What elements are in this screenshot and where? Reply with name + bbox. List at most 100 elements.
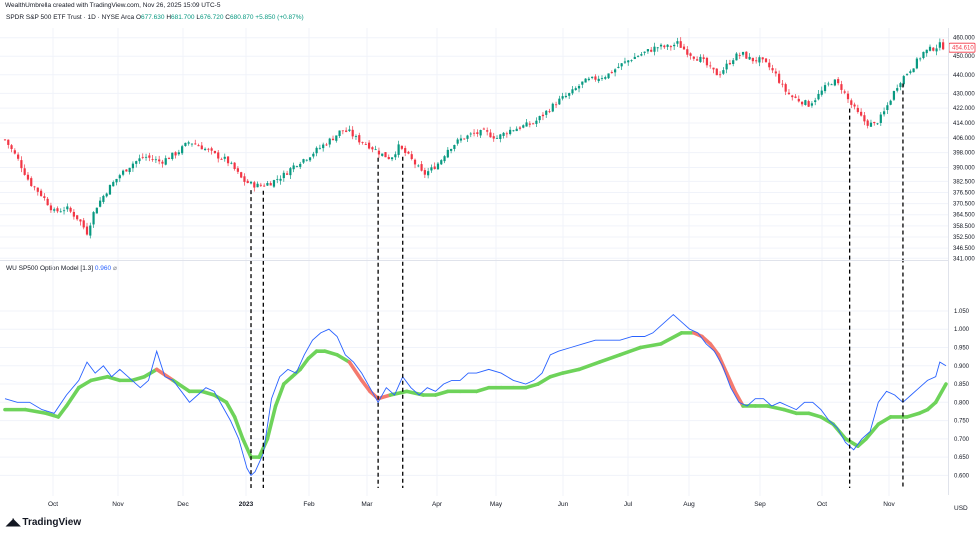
currency-label: USD (954, 505, 968, 512)
symbol-title[interactable]: SPDR S&P 500 ETF Trust · 1D · NYSE Arca (6, 14, 135, 21)
indicator-tick-label: 0.950 (954, 346, 970, 352)
candle-body (584, 78, 587, 83)
smoothed-line-segment (474, 385, 491, 394)
candle-body (371, 147, 374, 150)
candle-body (56, 208, 59, 212)
candle-body (374, 149, 377, 151)
grid (0, 28, 948, 496)
candle-body (223, 156, 226, 159)
smoothed-line-segment (232, 415, 245, 441)
candle-body (650, 49, 653, 52)
symbol-legend[interactable]: SPDR S&P 500 ETF Trust · 1D · NYSE Arca … (6, 14, 304, 21)
candle-body (499, 134, 502, 139)
smoothed-line-segment (765, 404, 786, 412)
candle-body (823, 85, 827, 92)
candle-body (896, 88, 899, 91)
candle-body (469, 133, 472, 135)
candle-body (935, 48, 938, 52)
candle-body (200, 145, 203, 150)
smoothed-line-segment (200, 389, 216, 397)
candle-body (587, 78, 590, 81)
candle-body (715, 68, 718, 76)
smoothed-line-segment (782, 407, 799, 416)
candle-body (213, 150, 217, 154)
candle-body (285, 173, 289, 175)
indicator-name[interactable]: WU SP500 Option Model [1.3] (6, 265, 94, 272)
indicator-tick-label: 1.050 (954, 309, 970, 315)
candle-body (771, 68, 774, 71)
smoothed-line-segment (724, 371, 737, 394)
smoothed-line-segment (23, 407, 48, 416)
chart-credit: WealthUmbrella created with TradingView.… (5, 2, 221, 9)
tradingview-logo-icon: ◢◣ (6, 517, 20, 528)
smoothed-line-segment (905, 411, 922, 419)
smoothed-line-segment (864, 422, 881, 441)
smoothed-line-segment (560, 367, 581, 375)
candle-body (833, 79, 836, 86)
candle-body (151, 159, 154, 160)
candle-body (446, 149, 449, 158)
candle-body (574, 88, 577, 91)
smoothed-line-segment (700, 334, 713, 346)
candle-body (882, 111, 886, 115)
candle-body (604, 77, 607, 79)
candle-body (804, 100, 807, 105)
candle-body (240, 172, 243, 178)
candle-body (679, 41, 682, 48)
indicator-settings-icon[interactable]: ⌀ (112, 265, 117, 272)
smoothed-line-segment (298, 356, 311, 372)
candle-body (630, 60, 633, 62)
candle-body (253, 182, 256, 188)
candle-body (102, 195, 105, 202)
candle-body (745, 51, 748, 59)
candle-body (423, 170, 426, 175)
time-tick-label: 2023 (239, 501, 254, 508)
price-tick-label: 358.500 (953, 224, 975, 230)
time-tick-label: Apr (432, 501, 443, 508)
candle-body (794, 96, 797, 98)
time-tick-label: Nov (112, 501, 124, 508)
candle-body (318, 147, 321, 149)
price-tick-label: 370.500 (953, 202, 975, 208)
candle-body (249, 181, 253, 184)
candle-body (433, 166, 436, 170)
time-tick-label: Jun (558, 501, 569, 508)
indicator-value: 0.960 (94, 265, 112, 272)
candle-body (617, 66, 620, 68)
candle-body (322, 144, 325, 149)
candle-body (535, 120, 538, 124)
candle-body (72, 211, 75, 217)
brand-name: TradingView (22, 517, 82, 528)
smoothed-line-segment (843, 437, 860, 448)
candle-body (427, 171, 430, 176)
time-tick-label: Oct (48, 501, 58, 508)
tradingview-brand[interactable]: ◢◣ TradingView (6, 517, 81, 528)
indicator-tick-label: 0.850 (954, 382, 970, 388)
candle-body (610, 72, 613, 74)
candle-body (430, 167, 433, 171)
candle-body (76, 215, 79, 220)
indicator-legend[interactable]: WU SP500 Option Model [1.3] 0.960 ⌀ (6, 264, 117, 272)
candle-body (479, 130, 482, 136)
candle-body (167, 158, 171, 160)
candle-body (564, 95, 568, 98)
candle-body (210, 148, 213, 151)
candle-body (141, 156, 144, 158)
candle-body (509, 129, 512, 135)
candle-body (7, 139, 10, 145)
smoothed-line-segment (282, 374, 294, 386)
smoothed-line-segment (89, 374, 110, 383)
candle-body (3, 139, 7, 141)
smoothed-line-segment (548, 371, 565, 379)
candle-body (850, 100, 853, 105)
candle-body (912, 68, 915, 73)
candle-body (112, 182, 115, 187)
time-tick-label: Feb (303, 501, 315, 508)
time-tick-label: Sep (754, 501, 766, 508)
ohlc-readout: O677.630 H681.700 L676.720 C680.870 +5.8… (135, 14, 304, 21)
indicator-tick-label: 0.700 (954, 437, 970, 443)
candle-body (410, 154, 413, 160)
candle-body (367, 142, 371, 149)
candle-body (541, 114, 545, 117)
